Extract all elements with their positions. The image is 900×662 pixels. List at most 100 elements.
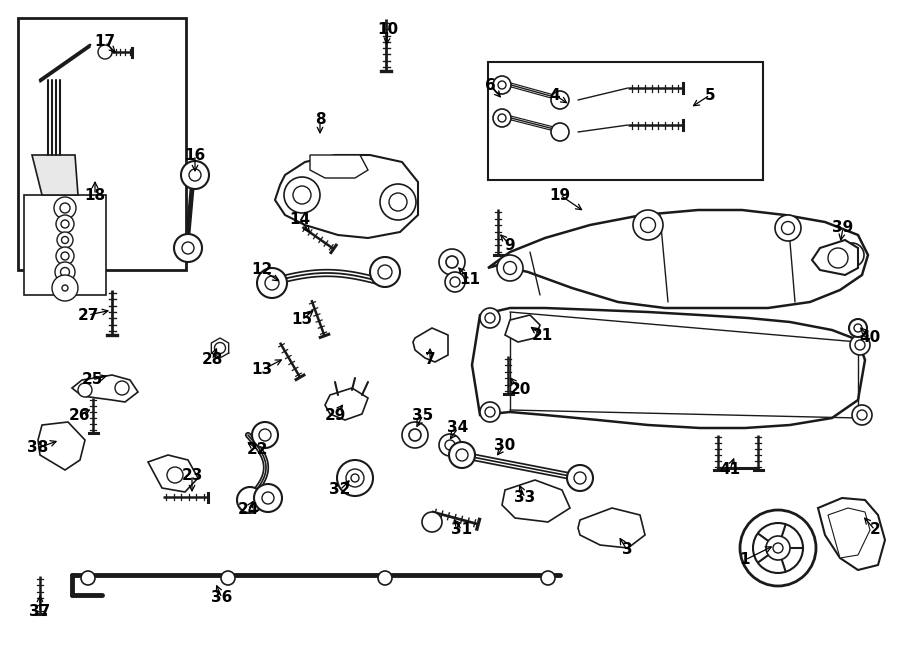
Circle shape bbox=[840, 243, 864, 267]
Circle shape bbox=[346, 469, 364, 487]
Circle shape bbox=[409, 429, 421, 441]
Circle shape bbox=[854, 324, 862, 332]
Bar bbox=[488, 62, 763, 180]
Circle shape bbox=[498, 81, 506, 89]
Text: 2: 2 bbox=[869, 522, 880, 538]
Circle shape bbox=[766, 536, 790, 560]
Text: 27: 27 bbox=[77, 308, 99, 322]
Circle shape bbox=[378, 265, 392, 279]
Circle shape bbox=[265, 276, 279, 290]
Polygon shape bbox=[310, 155, 368, 178]
Text: 39: 39 bbox=[832, 220, 853, 236]
Polygon shape bbox=[812, 240, 858, 275]
Text: 25: 25 bbox=[81, 373, 103, 387]
Circle shape bbox=[775, 215, 801, 241]
Text: 32: 32 bbox=[329, 483, 351, 498]
Text: 37: 37 bbox=[30, 604, 50, 620]
Circle shape bbox=[541, 571, 555, 585]
Circle shape bbox=[773, 543, 783, 553]
Circle shape bbox=[641, 218, 655, 232]
Circle shape bbox=[850, 335, 870, 355]
Text: 35: 35 bbox=[412, 408, 434, 422]
Text: 16: 16 bbox=[184, 148, 205, 162]
Text: 15: 15 bbox=[292, 312, 312, 328]
Text: 17: 17 bbox=[94, 34, 115, 50]
Circle shape bbox=[254, 484, 282, 512]
Circle shape bbox=[445, 440, 455, 450]
Circle shape bbox=[293, 186, 311, 204]
Text: 28: 28 bbox=[202, 352, 222, 367]
Text: 24: 24 bbox=[238, 502, 258, 518]
Circle shape bbox=[237, 487, 263, 513]
Circle shape bbox=[181, 161, 209, 189]
Text: 33: 33 bbox=[515, 491, 536, 506]
Polygon shape bbox=[502, 480, 570, 522]
Circle shape bbox=[852, 405, 872, 425]
Circle shape bbox=[252, 422, 278, 448]
Circle shape bbox=[498, 114, 506, 122]
Circle shape bbox=[445, 272, 465, 292]
Circle shape bbox=[439, 434, 461, 456]
Text: 34: 34 bbox=[447, 420, 469, 436]
Circle shape bbox=[380, 184, 416, 220]
Circle shape bbox=[61, 220, 69, 228]
Polygon shape bbox=[148, 455, 198, 492]
Circle shape bbox=[480, 402, 500, 422]
Text: 14: 14 bbox=[290, 213, 310, 228]
Circle shape bbox=[257, 268, 287, 298]
Text: 9: 9 bbox=[505, 238, 516, 252]
Text: 4: 4 bbox=[550, 87, 561, 103]
Text: 18: 18 bbox=[85, 187, 105, 203]
Circle shape bbox=[753, 523, 803, 573]
Circle shape bbox=[259, 429, 271, 441]
Circle shape bbox=[449, 442, 475, 468]
Circle shape bbox=[60, 203, 70, 213]
Circle shape bbox=[446, 256, 458, 268]
Circle shape bbox=[52, 275, 78, 301]
Circle shape bbox=[402, 422, 428, 448]
Polygon shape bbox=[325, 388, 368, 420]
Circle shape bbox=[98, 45, 112, 59]
Text: 3: 3 bbox=[622, 542, 633, 557]
Text: 30: 30 bbox=[494, 438, 516, 453]
Circle shape bbox=[337, 460, 373, 496]
Circle shape bbox=[740, 510, 816, 586]
Circle shape bbox=[378, 571, 392, 585]
Polygon shape bbox=[505, 315, 540, 342]
Text: 31: 31 bbox=[452, 522, 472, 538]
Circle shape bbox=[55, 262, 75, 282]
Text: 20: 20 bbox=[509, 383, 531, 397]
Circle shape bbox=[493, 76, 511, 94]
Text: 19: 19 bbox=[549, 187, 571, 203]
Circle shape bbox=[351, 474, 359, 482]
Circle shape bbox=[221, 571, 235, 585]
Text: 26: 26 bbox=[69, 408, 91, 422]
Bar bbox=[24, 195, 106, 295]
Circle shape bbox=[485, 313, 495, 323]
Text: 10: 10 bbox=[377, 23, 399, 38]
Circle shape bbox=[497, 255, 523, 281]
Circle shape bbox=[855, 340, 865, 350]
Circle shape bbox=[189, 169, 201, 181]
Circle shape bbox=[857, 410, 867, 420]
Circle shape bbox=[828, 248, 848, 268]
Circle shape bbox=[480, 308, 500, 328]
Circle shape bbox=[567, 465, 593, 491]
Text: 29: 29 bbox=[324, 408, 346, 422]
Polygon shape bbox=[72, 375, 138, 402]
Text: 1: 1 bbox=[740, 553, 751, 567]
Circle shape bbox=[62, 285, 68, 291]
Polygon shape bbox=[275, 155, 418, 238]
Text: 21: 21 bbox=[531, 328, 553, 342]
Polygon shape bbox=[488, 210, 868, 308]
Circle shape bbox=[485, 407, 495, 417]
Circle shape bbox=[493, 109, 511, 127]
Circle shape bbox=[422, 512, 442, 532]
Text: 8: 8 bbox=[315, 113, 325, 128]
Polygon shape bbox=[818, 498, 885, 570]
Polygon shape bbox=[38, 422, 85, 470]
Circle shape bbox=[167, 467, 183, 483]
Polygon shape bbox=[32, 155, 78, 195]
Circle shape bbox=[633, 210, 663, 240]
Circle shape bbox=[846, 249, 858, 261]
